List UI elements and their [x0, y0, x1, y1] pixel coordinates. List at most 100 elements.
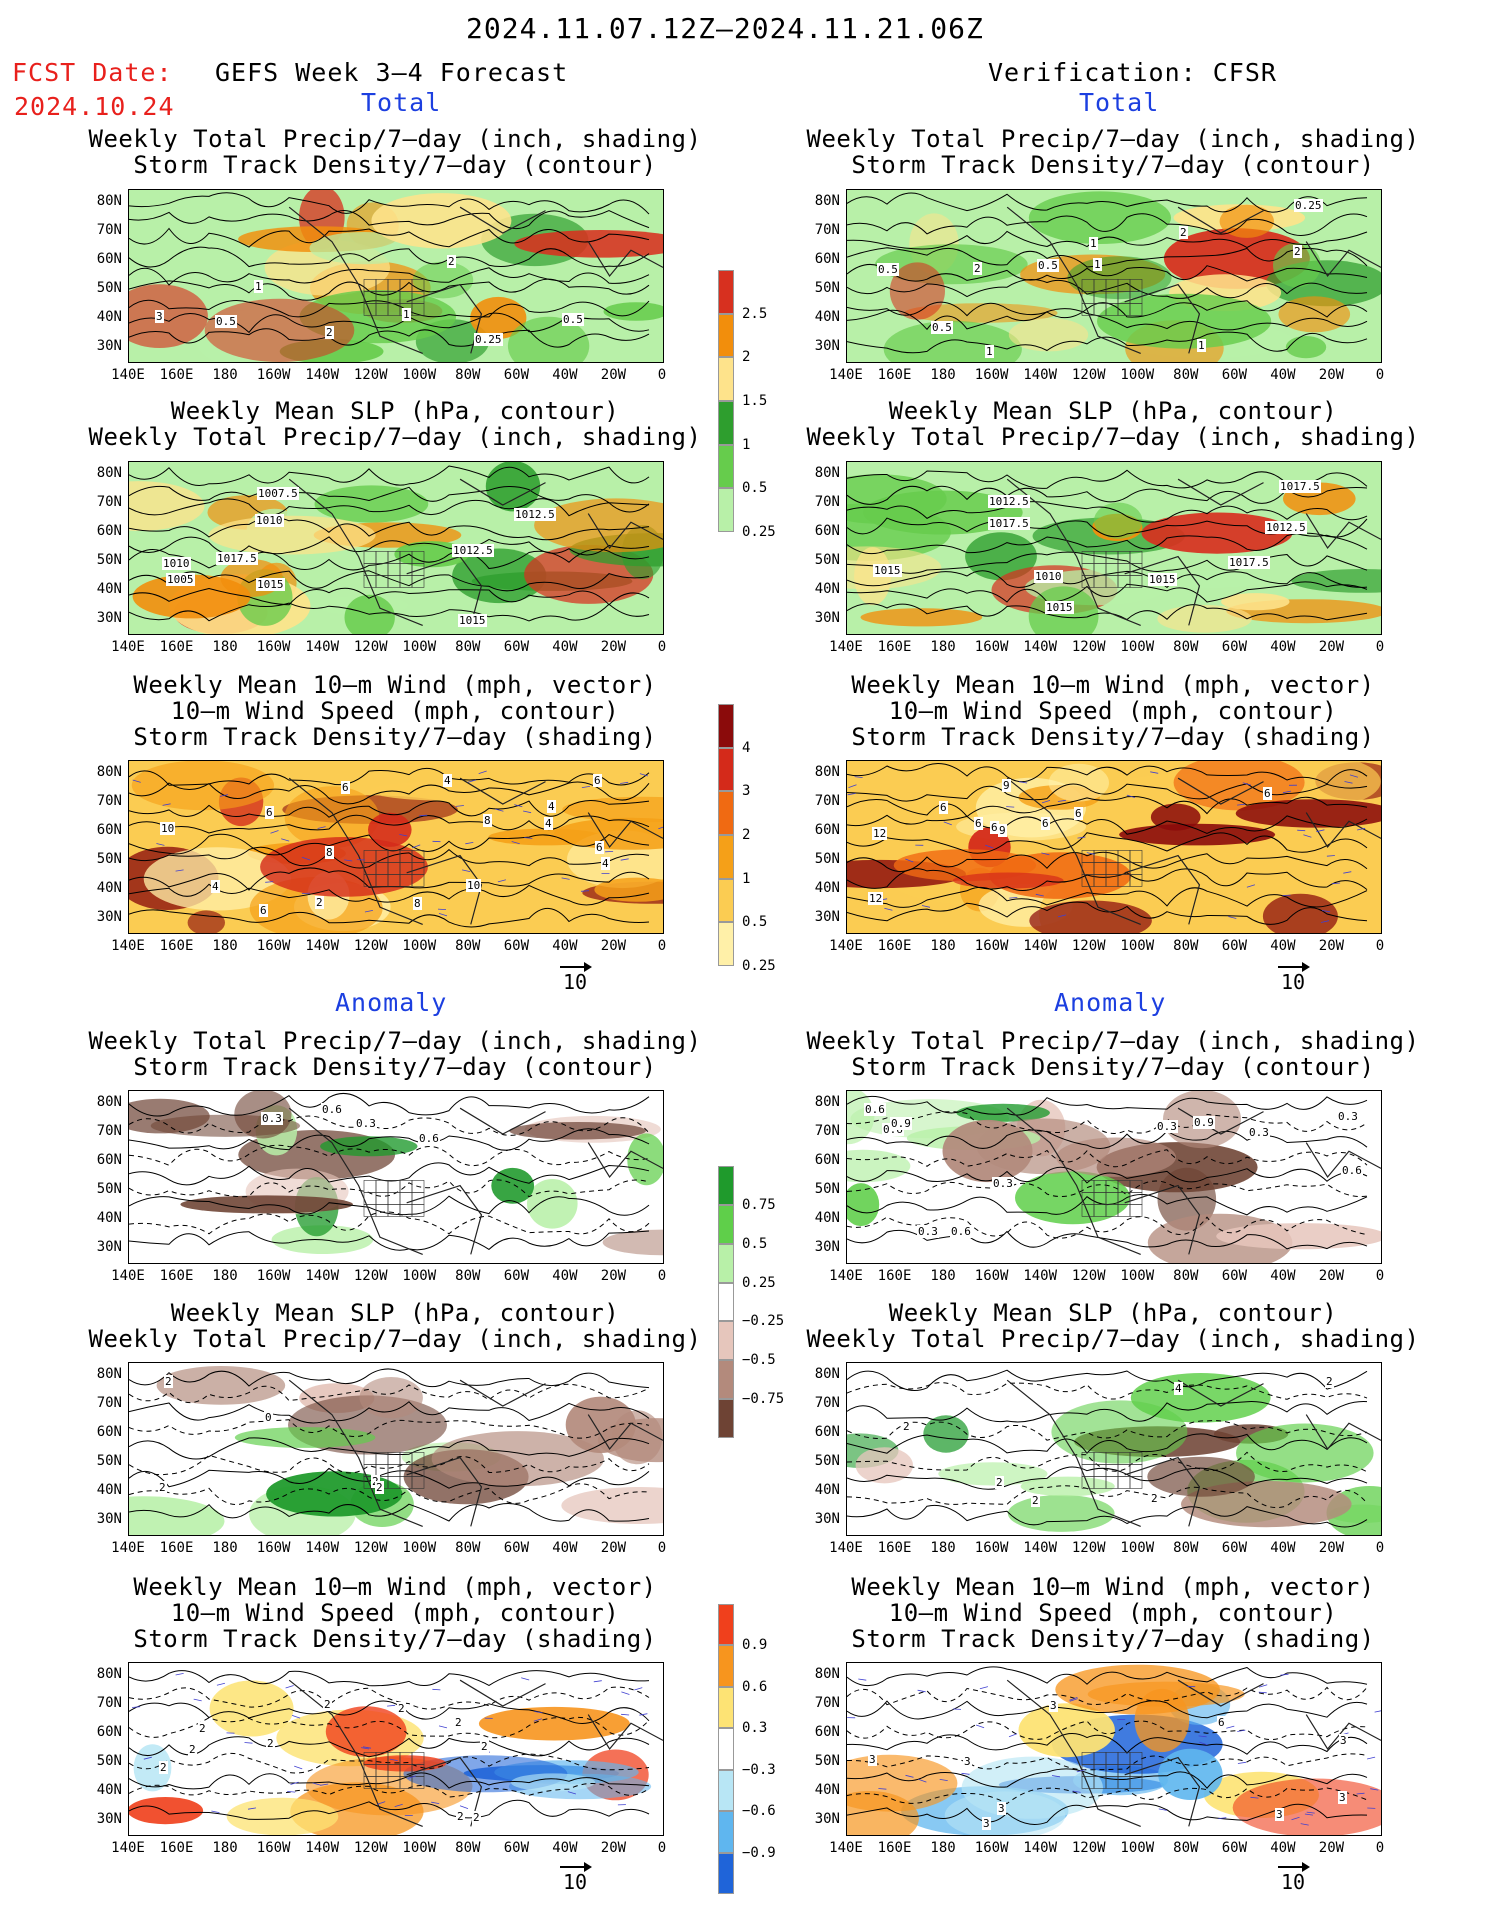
contour-line: [847, 581, 1368, 603]
latitude-label: 60N: [96, 251, 122, 267]
longitude-label: 180: [930, 639, 956, 655]
wind-vector: [621, 1691, 630, 1695]
wind-vector: [1237, 1761, 1246, 1764]
shading-blob: [156, 1366, 286, 1405]
fcst-date-value: 2024.10.24: [14, 92, 175, 121]
shading-blob: [412, 261, 474, 299]
contour-label: 10: [466, 879, 482, 892]
longitude-label: 0: [1375, 367, 1385, 383]
longitude-label: 140W: [1023, 1840, 1058, 1856]
longitude-label: 60W: [503, 1268, 530, 1284]
longitude-label: 100W: [402, 1540, 437, 1556]
longitude-label: 0: [657, 938, 667, 954]
longitude-label: 20W: [1318, 639, 1345, 655]
contour-line: [847, 532, 1368, 555]
map-field: [129, 1363, 663, 1535]
wind-vector: [943, 821, 952, 826]
state-boundary: [411, 303, 425, 316]
state-boundary: [411, 575, 425, 588]
title-line: Weekly Total Precip/7–day (inch, shading…: [88, 423, 702, 451]
shading-blob: [359, 1377, 423, 1419]
wind-vector: [1150, 771, 1159, 774]
contour-label: 2: [198, 1722, 207, 1735]
latitude-label: 50N: [96, 552, 122, 568]
ver-tot_slp-title: Weekly Mean SLP (hPa, contour) Weekly Tot…: [806, 398, 1420, 450]
wind-vector: [497, 879, 507, 883]
wind-vector: [437, 908, 447, 910]
contour-line: [129, 1401, 650, 1424]
contour-line: [129, 1483, 650, 1505]
latitude-label: 80N: [814, 764, 840, 780]
longitude-label: 40W: [552, 1840, 578, 1856]
latitude-label: 30N: [814, 1811, 840, 1827]
title-line: 10–m Wind Speed (mph, contour): [888, 697, 1338, 725]
shading-blob: [1048, 763, 1109, 802]
colorbar-label: 0.6: [742, 1678, 768, 1695]
contour-line: [847, 308, 1368, 331]
shading-blob: [470, 296, 527, 339]
contour-label: 1: [985, 345, 994, 358]
forecast-anomaly-label: Anomaly: [335, 988, 448, 1017]
wind-vector: [1019, 781, 1028, 784]
longitude-label: 160W: [974, 639, 1009, 655]
contour-line: [129, 1736, 650, 1758]
wind-vector: [961, 1772, 970, 1775]
colorbar-segment: [718, 835, 734, 879]
title-line: Storm Track Density/7–day (shading): [133, 723, 657, 751]
contour-line: [847, 1466, 1368, 1490]
vector-reference-fc-total: 10: [560, 962, 592, 994]
latitude-label: 30N: [96, 610, 122, 626]
shading-blob: [370, 781, 524, 801]
contour-line: [129, 1115, 650, 1136]
wind-vector: [438, 913, 448, 917]
longitude-label: 140E: [111, 1268, 145, 1284]
contour-label: 0.3: [261, 1112, 283, 1125]
contour-line: [847, 1433, 1368, 1455]
colorbar-segment: [718, 791, 734, 835]
latitude-label: 30N: [96, 1239, 122, 1255]
map-field: [129, 462, 663, 634]
coastline: [288, 206, 663, 354]
contour-line: [847, 783, 1368, 802]
contour-label: 6: [974, 817, 983, 830]
shading-blob: [1221, 593, 1290, 611]
wind-vector: [1297, 829, 1306, 832]
longitude-label: 160E: [159, 367, 194, 383]
wind-vector: [219, 794, 229, 797]
contour-line: [129, 587, 650, 606]
longitude-label: 140W: [305, 367, 340, 383]
wind-vector: [634, 1687, 643, 1691]
contour-label: 10: [160, 822, 176, 835]
wind-vector: [1057, 799, 1066, 802]
title-line: Storm Track Density/7–day (contour): [851, 151, 1375, 179]
longitude-label: 160E: [877, 1268, 912, 1284]
longitude-label: 180: [930, 367, 956, 383]
colorbar-segment: [718, 704, 734, 748]
contour-label: 0.5: [931, 321, 953, 334]
shading-blob: [938, 1462, 1048, 1486]
contour-label: 4: [1174, 1382, 1183, 1395]
contour-label: 9: [998, 824, 1007, 837]
fc-tot_wind-map: 6 10 8 4 6 4 6 4 4 10 8 4 6 2 6 8: [128, 760, 664, 934]
wind-vector: [1356, 1792, 1365, 1795]
colorbar-label: −0.75: [742, 1391, 785, 1408]
latitude-label: 40N: [96, 1482, 122, 1498]
wind-vector: [290, 1781, 299, 1785]
latitude-label: 30N: [96, 1511, 122, 1527]
longitude-label: 160W: [974, 367, 1009, 383]
contour-label: 2: [266, 1737, 275, 1750]
contour-line: [847, 603, 1368, 621]
longitude-label: 0: [1375, 1268, 1385, 1284]
contour-label: 2: [472, 1811, 481, 1824]
title-line: Storm Track Density/7–day (shading): [851, 1625, 1375, 1653]
shading-blob: [1028, 191, 1171, 244]
longitude-label: 40W: [1270, 938, 1296, 954]
contour-line: [129, 1700, 650, 1724]
contour-label: 0.3: [1248, 1126, 1270, 1139]
contour-label: 1005: [166, 573, 195, 586]
longitude-label: 80W: [455, 639, 481, 655]
latitude-label: 70N: [814, 222, 840, 238]
wind-vector: [1237, 803, 1246, 806]
longitude-label: 60W: [1221, 1540, 1248, 1556]
wind-vector: [1349, 774, 1359, 778]
